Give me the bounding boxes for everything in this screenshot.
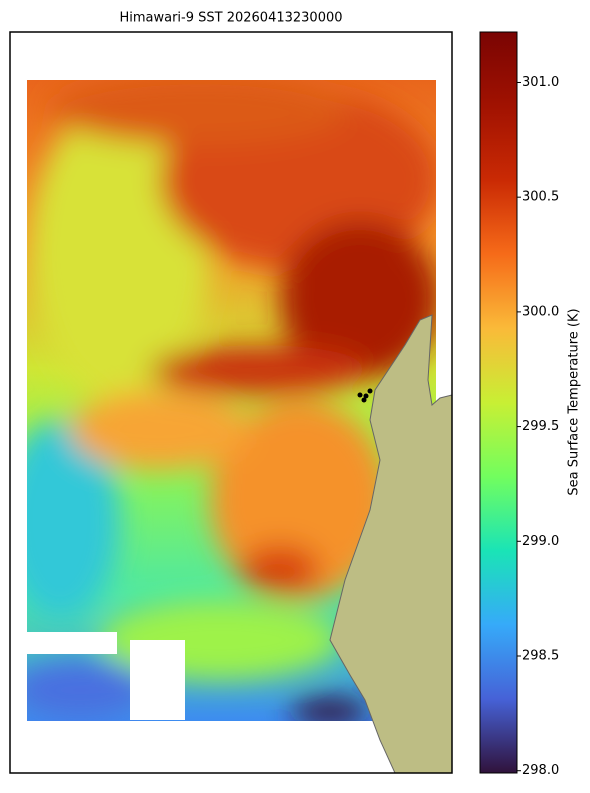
colorbar-tick-label: 301.0 <box>522 75 559 90</box>
colorbar-tick-label: 300.5 <box>522 190 559 205</box>
map-frame <box>9 31 453 774</box>
colorbar-tick-label: 299.5 <box>522 419 559 434</box>
colorbar-tick-label: 298.0 <box>522 763 559 778</box>
stations <box>357 388 373 403</box>
colorbar-tick-label: 298.5 <box>522 649 559 664</box>
sst-field <box>27 80 436 721</box>
colorbar <box>479 31 518 774</box>
colorbar-tick-label: 299.0 <box>522 534 559 549</box>
land <box>329 314 453 774</box>
colorbar-label: Sea Surface Temperature (K) <box>567 308 582 495</box>
title: Himawari-9 SST 20260413230000 <box>119 11 342 26</box>
colorbar-tick-label: 300.0 <box>522 304 559 319</box>
